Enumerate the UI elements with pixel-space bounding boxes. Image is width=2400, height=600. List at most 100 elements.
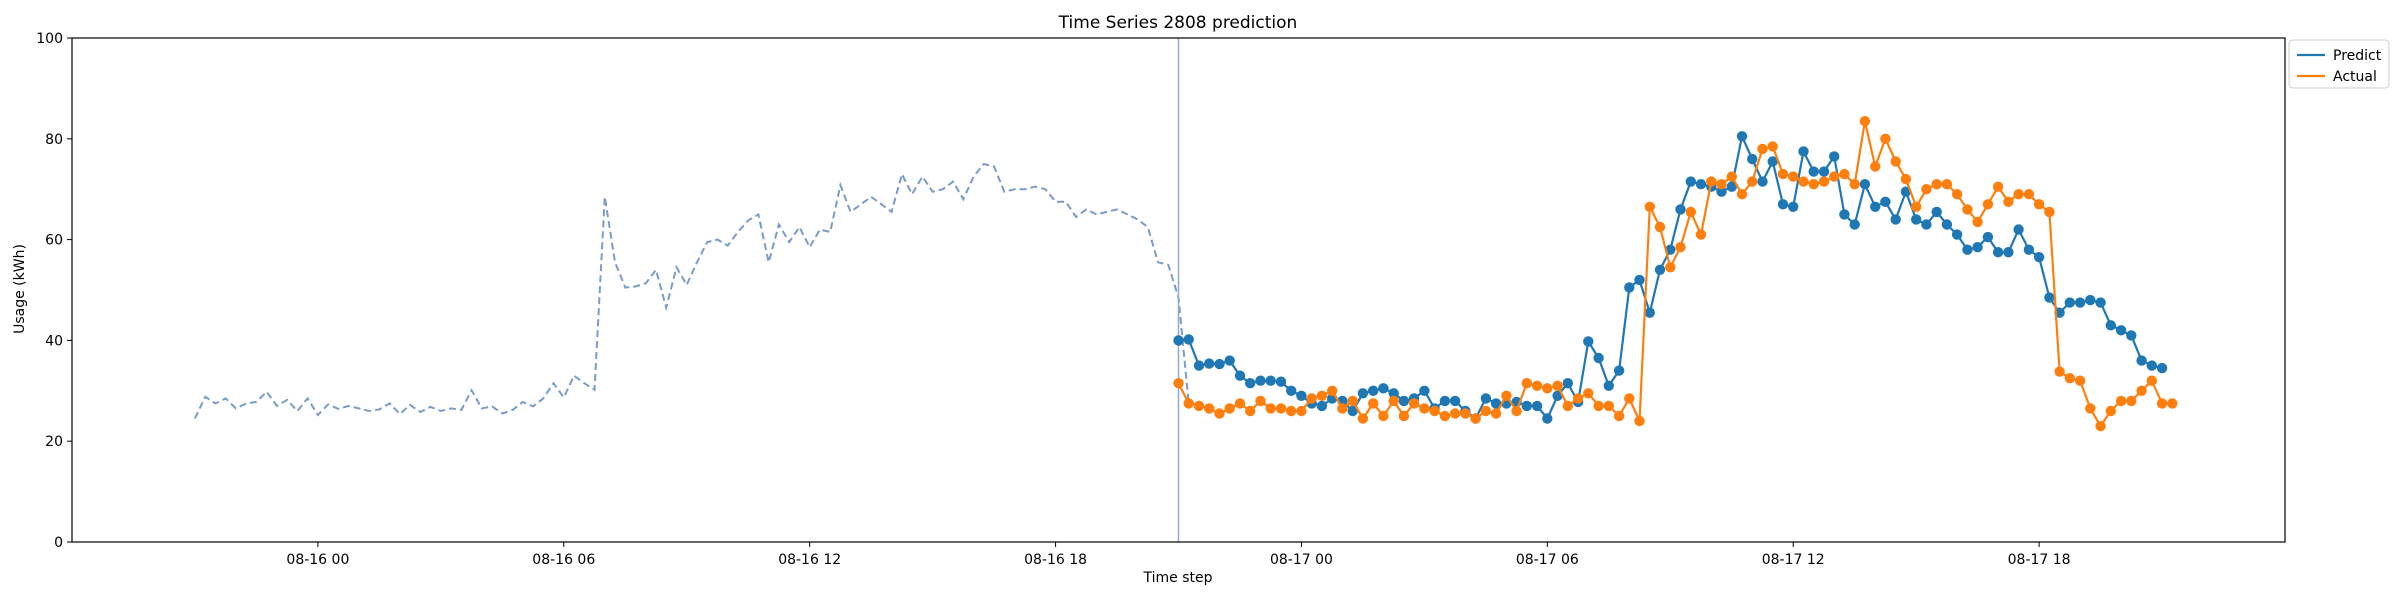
predict-point [1829,151,1840,162]
actual-point [1839,168,1850,180]
actual-point [1818,176,1830,187]
actual-point [1234,398,1246,409]
actual-point [1408,398,1420,409]
predict-point [1439,395,1451,407]
predict-point [1747,153,1758,165]
actual-point [1951,189,1963,200]
predict-point [2074,297,2086,308]
actual-point [1224,403,1235,414]
actual-point [1593,400,1604,412]
actual-point [1337,403,1348,414]
predict-point [1675,204,1686,215]
predict-point [1583,336,1594,347]
actual-point [2074,375,2086,386]
actual-point [1398,410,1410,422]
actual-point [1706,176,1717,187]
predict-point [1644,307,1656,318]
actual-point [1808,179,1819,190]
axes: 0 20 40 60 80 100 08-16 00 08-16 06 08-16 12 08-1… [36,31,2286,568]
actual-point [1788,171,1799,182]
predict-point [1624,282,1635,293]
actual-point [1296,405,1307,417]
predict-point [1839,209,1850,220]
predict-point [1480,393,1492,404]
actual-point [2044,206,2055,218]
actual-point [1870,161,1881,172]
predict-point [1521,400,1533,412]
actual-point [1911,201,1922,212]
actual-point [1378,410,1389,422]
legend-label-predict: Predict [2333,48,2382,64]
actual-point [1634,415,1645,427]
actual-point [2136,385,2147,396]
plot-area [193,38,2178,542]
actual-point [1245,405,1256,417]
actual-point [1685,206,1697,218]
actual-point [1921,184,1932,195]
predict-point [1849,219,1860,230]
actual-point [1941,179,1953,190]
predict-point [1398,395,1410,407]
predict-point [1388,388,1399,399]
predict-point [2115,325,2127,336]
actual-point [1716,179,1727,190]
legend-label-actual: Actual [2333,69,2377,85]
predict-point [1951,229,1963,240]
actual-point [1583,388,1594,399]
predict-point [1593,352,1604,364]
predict-point [1962,244,1973,255]
actual-point [1460,408,1471,419]
actual-point [1624,393,1635,404]
actual-point [2156,398,2168,409]
predict-point [1726,181,1738,192]
predict-point [1603,380,1615,391]
predict-point [1911,214,1922,225]
predict-point [1767,156,1778,167]
actual-point [1777,168,1789,180]
actual-point [1972,216,1983,228]
predict-point [1531,400,1543,412]
actual-point [1900,173,1912,185]
actual-point [1183,398,1194,409]
predict-point [1654,264,1666,275]
y-tick-label: 80 [45,132,63,148]
predict-point [1368,385,1379,396]
actual-point [1265,403,1276,414]
predict-point [1859,179,1871,190]
predict-point [2044,292,2055,303]
predict-point [2023,244,2035,255]
predict-point [1972,242,1983,253]
actual-point [1654,221,1666,233]
x-tick-label: 08-16 12 [778,552,841,568]
x-tick-label: 08-16 06 [532,552,595,568]
actual-point [2003,196,2014,207]
x-tick-label: 08-17 12 [1762,552,1825,568]
predict-point [1870,201,1881,212]
actual-point [2054,366,2065,377]
predict-point [2136,355,2147,366]
y-axis-label: Usage (kWh) [12,244,28,334]
actual-point [1316,390,1328,401]
predict-point [2156,362,2168,374]
predict-point [1275,376,1287,387]
predict-point [1265,375,1276,386]
actual-point [2115,395,2127,407]
predict-point [2003,247,2014,258]
predict-point [2095,297,2106,308]
predict-point [1982,231,1994,243]
plot-frame [71,37,2286,543]
actual-point [1429,405,1440,417]
actual-point [1347,395,1358,407]
actual-point [1419,403,1430,414]
actual-point [1880,133,1891,144]
chart-title: Time Series 2808 prediction [1058,13,1298,33]
actual-point [1675,242,1686,253]
actual-point [2064,373,2075,384]
actual-point [1357,413,1369,424]
actual-point [1747,176,1758,187]
predict-point [1286,385,1297,396]
actual-point [1388,395,1399,407]
predict-point [1665,244,1676,255]
